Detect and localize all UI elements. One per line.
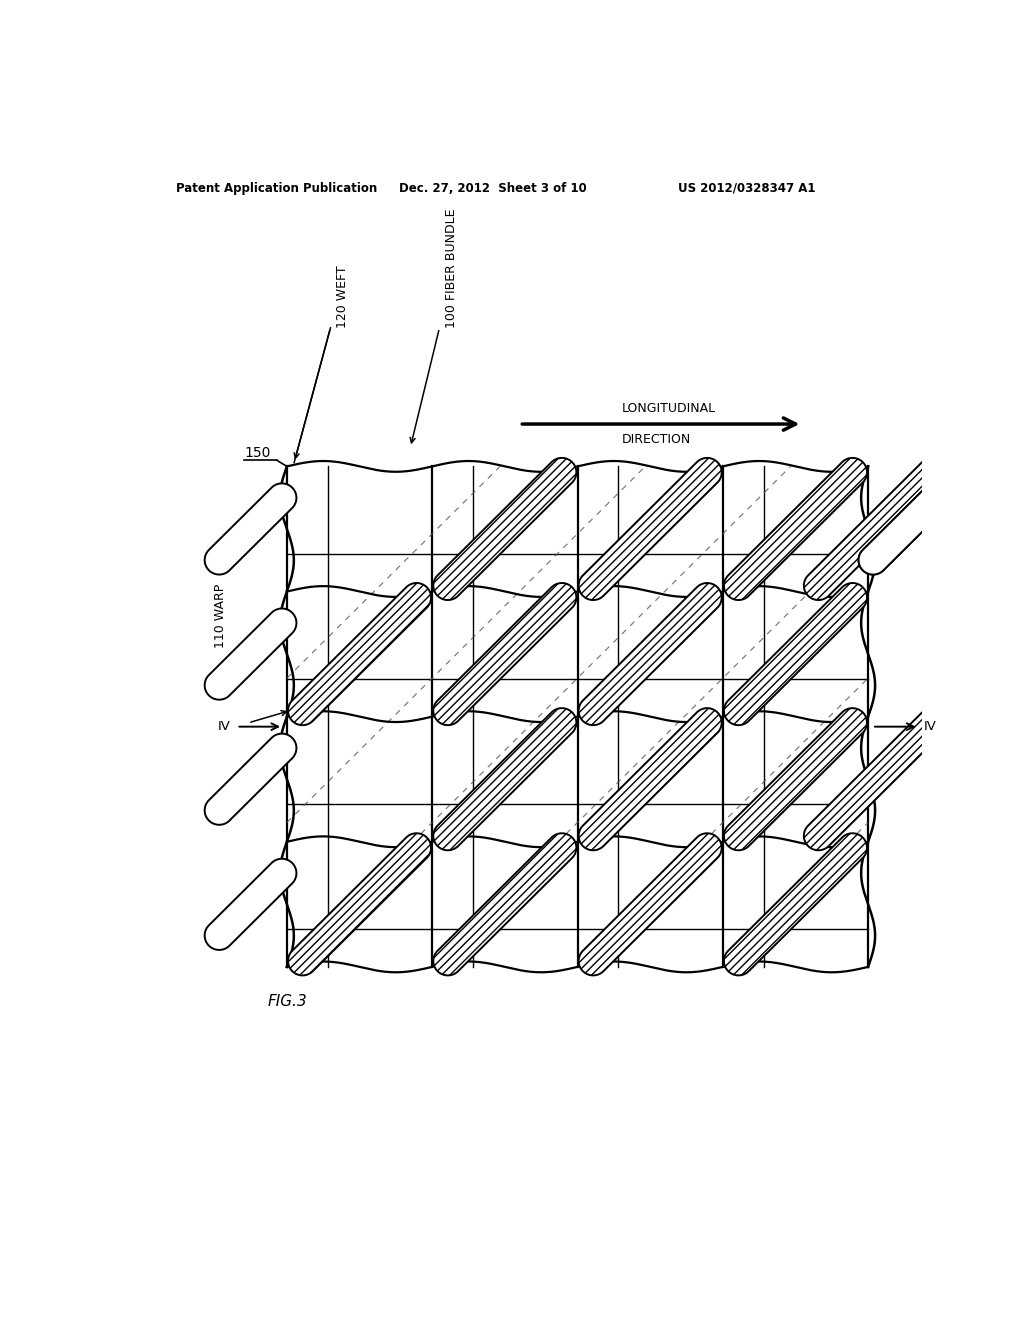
Polygon shape (724, 833, 867, 975)
Text: DIRECTION: DIRECTION (622, 433, 691, 446)
Text: IV: IV (218, 721, 231, 733)
Polygon shape (205, 609, 296, 700)
Text: LONGITUDINAL: LONGITUDINAL (622, 401, 716, 414)
Polygon shape (724, 458, 867, 601)
Text: FIG.3: FIG.3 (267, 994, 307, 1008)
Polygon shape (288, 833, 431, 975)
Polygon shape (579, 583, 722, 725)
Polygon shape (205, 483, 296, 574)
Polygon shape (205, 734, 296, 825)
Text: 150: 150 (245, 446, 270, 461)
Polygon shape (858, 483, 950, 574)
Polygon shape (804, 708, 947, 850)
Polygon shape (579, 833, 722, 975)
Text: 120 WEFT: 120 WEFT (336, 265, 349, 327)
Polygon shape (205, 859, 296, 950)
Text: US 2012/0328347 A1: US 2012/0328347 A1 (678, 182, 816, 194)
Polygon shape (858, 483, 950, 574)
Polygon shape (288, 583, 431, 725)
Polygon shape (579, 458, 722, 601)
Polygon shape (433, 833, 577, 975)
Text: 100 FIBER BUNDLE: 100 FIBER BUNDLE (444, 209, 458, 327)
Text: IV: IV (924, 721, 937, 733)
Polygon shape (724, 708, 867, 850)
Polygon shape (433, 458, 577, 601)
Polygon shape (433, 583, 577, 725)
Polygon shape (804, 458, 947, 601)
Text: Dec. 27, 2012  Sheet 3 of 10: Dec. 27, 2012 Sheet 3 of 10 (399, 182, 587, 194)
Polygon shape (724, 583, 867, 725)
Polygon shape (579, 708, 722, 850)
Polygon shape (433, 708, 577, 850)
Text: 110 WARP: 110 WARP (214, 583, 227, 648)
Text: Patent Application Publication: Patent Application Publication (176, 182, 377, 194)
